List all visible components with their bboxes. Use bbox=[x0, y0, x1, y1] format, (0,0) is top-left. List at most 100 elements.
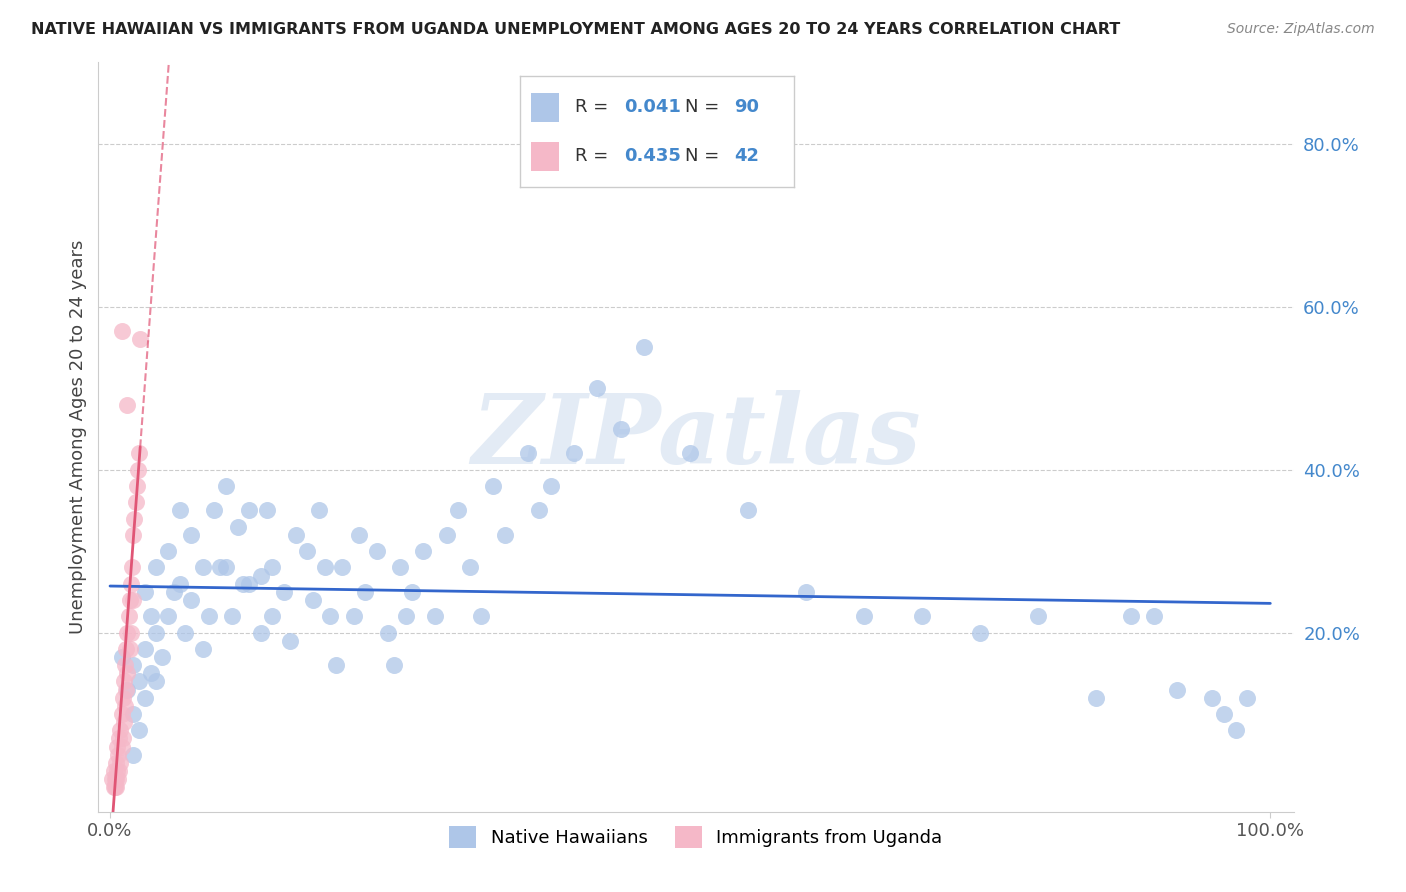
Point bbox=[679, 446, 702, 460]
Point bbox=[215, 479, 238, 493]
Text: 90: 90 bbox=[734, 98, 759, 116]
Text: N =: N = bbox=[685, 98, 724, 116]
Point bbox=[609, 422, 631, 436]
Y-axis label: Unemployment Among Ages 20 to 24 years: Unemployment Among Ages 20 to 24 years bbox=[69, 240, 87, 634]
Point bbox=[737, 503, 759, 517]
Point bbox=[134, 690, 156, 705]
Point bbox=[118, 641, 141, 656]
Point bbox=[134, 584, 156, 599]
Point bbox=[470, 609, 492, 624]
Point bbox=[911, 609, 934, 624]
Point bbox=[377, 625, 399, 640]
Point bbox=[111, 324, 134, 338]
Point bbox=[389, 560, 412, 574]
Point bbox=[124, 495, 146, 509]
Point bbox=[215, 560, 238, 574]
Point bbox=[118, 593, 141, 607]
Point bbox=[115, 641, 138, 656]
Point bbox=[191, 641, 214, 656]
Point bbox=[122, 747, 145, 762]
Point bbox=[1119, 609, 1142, 624]
Point bbox=[250, 625, 273, 640]
Point bbox=[110, 756, 132, 770]
Point bbox=[436, 528, 458, 542]
Point bbox=[110, 723, 132, 738]
Point bbox=[163, 584, 186, 599]
FancyBboxPatch shape bbox=[531, 93, 558, 121]
Point bbox=[157, 544, 180, 558]
Point bbox=[111, 731, 134, 746]
Point bbox=[128, 723, 150, 738]
Point bbox=[169, 576, 191, 591]
Point bbox=[238, 576, 260, 591]
Point bbox=[308, 503, 330, 517]
Point bbox=[114, 658, 136, 673]
Point bbox=[197, 609, 219, 624]
Point bbox=[209, 560, 232, 574]
Point bbox=[482, 479, 505, 493]
Text: N =: N = bbox=[685, 147, 724, 165]
Point bbox=[1166, 682, 1188, 697]
Point bbox=[180, 593, 202, 607]
Point bbox=[1201, 690, 1223, 705]
Point bbox=[117, 609, 139, 624]
Point bbox=[125, 479, 148, 493]
Point bbox=[180, 528, 202, 542]
Point bbox=[1236, 690, 1258, 705]
Point bbox=[516, 446, 538, 460]
Point bbox=[108, 764, 131, 778]
Point bbox=[562, 446, 585, 460]
Point bbox=[1225, 723, 1247, 738]
Point bbox=[366, 544, 388, 558]
Text: R =: R = bbox=[575, 98, 614, 116]
Point bbox=[529, 503, 551, 517]
Point bbox=[174, 625, 197, 640]
Point bbox=[401, 584, 423, 599]
Point bbox=[120, 625, 142, 640]
Point bbox=[330, 560, 353, 574]
Point bbox=[297, 544, 319, 558]
Point bbox=[145, 625, 167, 640]
Point bbox=[114, 698, 136, 713]
Point bbox=[204, 503, 226, 517]
Point bbox=[969, 625, 991, 640]
Text: NATIVE HAWAIIAN VS IMMIGRANTS FROM UGANDA UNEMPLOYMENT AMONG AGES 20 TO 24 YEARS: NATIVE HAWAIIAN VS IMMIGRANTS FROM UGAND… bbox=[31, 22, 1121, 37]
Text: 42: 42 bbox=[734, 147, 759, 165]
Point bbox=[104, 756, 127, 770]
Point bbox=[122, 706, 145, 721]
Point bbox=[112, 715, 135, 730]
Point bbox=[262, 609, 284, 624]
Point bbox=[458, 560, 481, 574]
Point bbox=[349, 528, 371, 542]
Point bbox=[494, 528, 516, 542]
Text: R =: R = bbox=[575, 147, 614, 165]
Text: 0.435: 0.435 bbox=[624, 147, 682, 165]
Point bbox=[633, 341, 655, 355]
Point bbox=[262, 560, 284, 574]
Point bbox=[302, 593, 325, 607]
Point bbox=[319, 609, 342, 624]
Point bbox=[150, 650, 173, 665]
Point bbox=[284, 528, 307, 542]
Point bbox=[586, 381, 609, 395]
Point bbox=[256, 503, 278, 517]
Point bbox=[128, 446, 150, 460]
Text: Source: ZipAtlas.com: Source: ZipAtlas.com bbox=[1227, 22, 1375, 37]
Point bbox=[145, 560, 167, 574]
Point bbox=[191, 560, 214, 574]
Point bbox=[447, 503, 470, 517]
Point bbox=[1085, 690, 1108, 705]
Point bbox=[354, 584, 377, 599]
Point bbox=[314, 560, 336, 574]
Point bbox=[104, 780, 127, 795]
Point bbox=[117, 666, 139, 681]
Point bbox=[108, 731, 131, 746]
Point bbox=[1143, 609, 1166, 624]
Point bbox=[1212, 706, 1234, 721]
Point bbox=[124, 511, 146, 525]
Point bbox=[129, 332, 152, 346]
Point bbox=[120, 576, 142, 591]
Point bbox=[395, 609, 418, 624]
Point bbox=[115, 682, 138, 697]
Point bbox=[412, 544, 434, 558]
